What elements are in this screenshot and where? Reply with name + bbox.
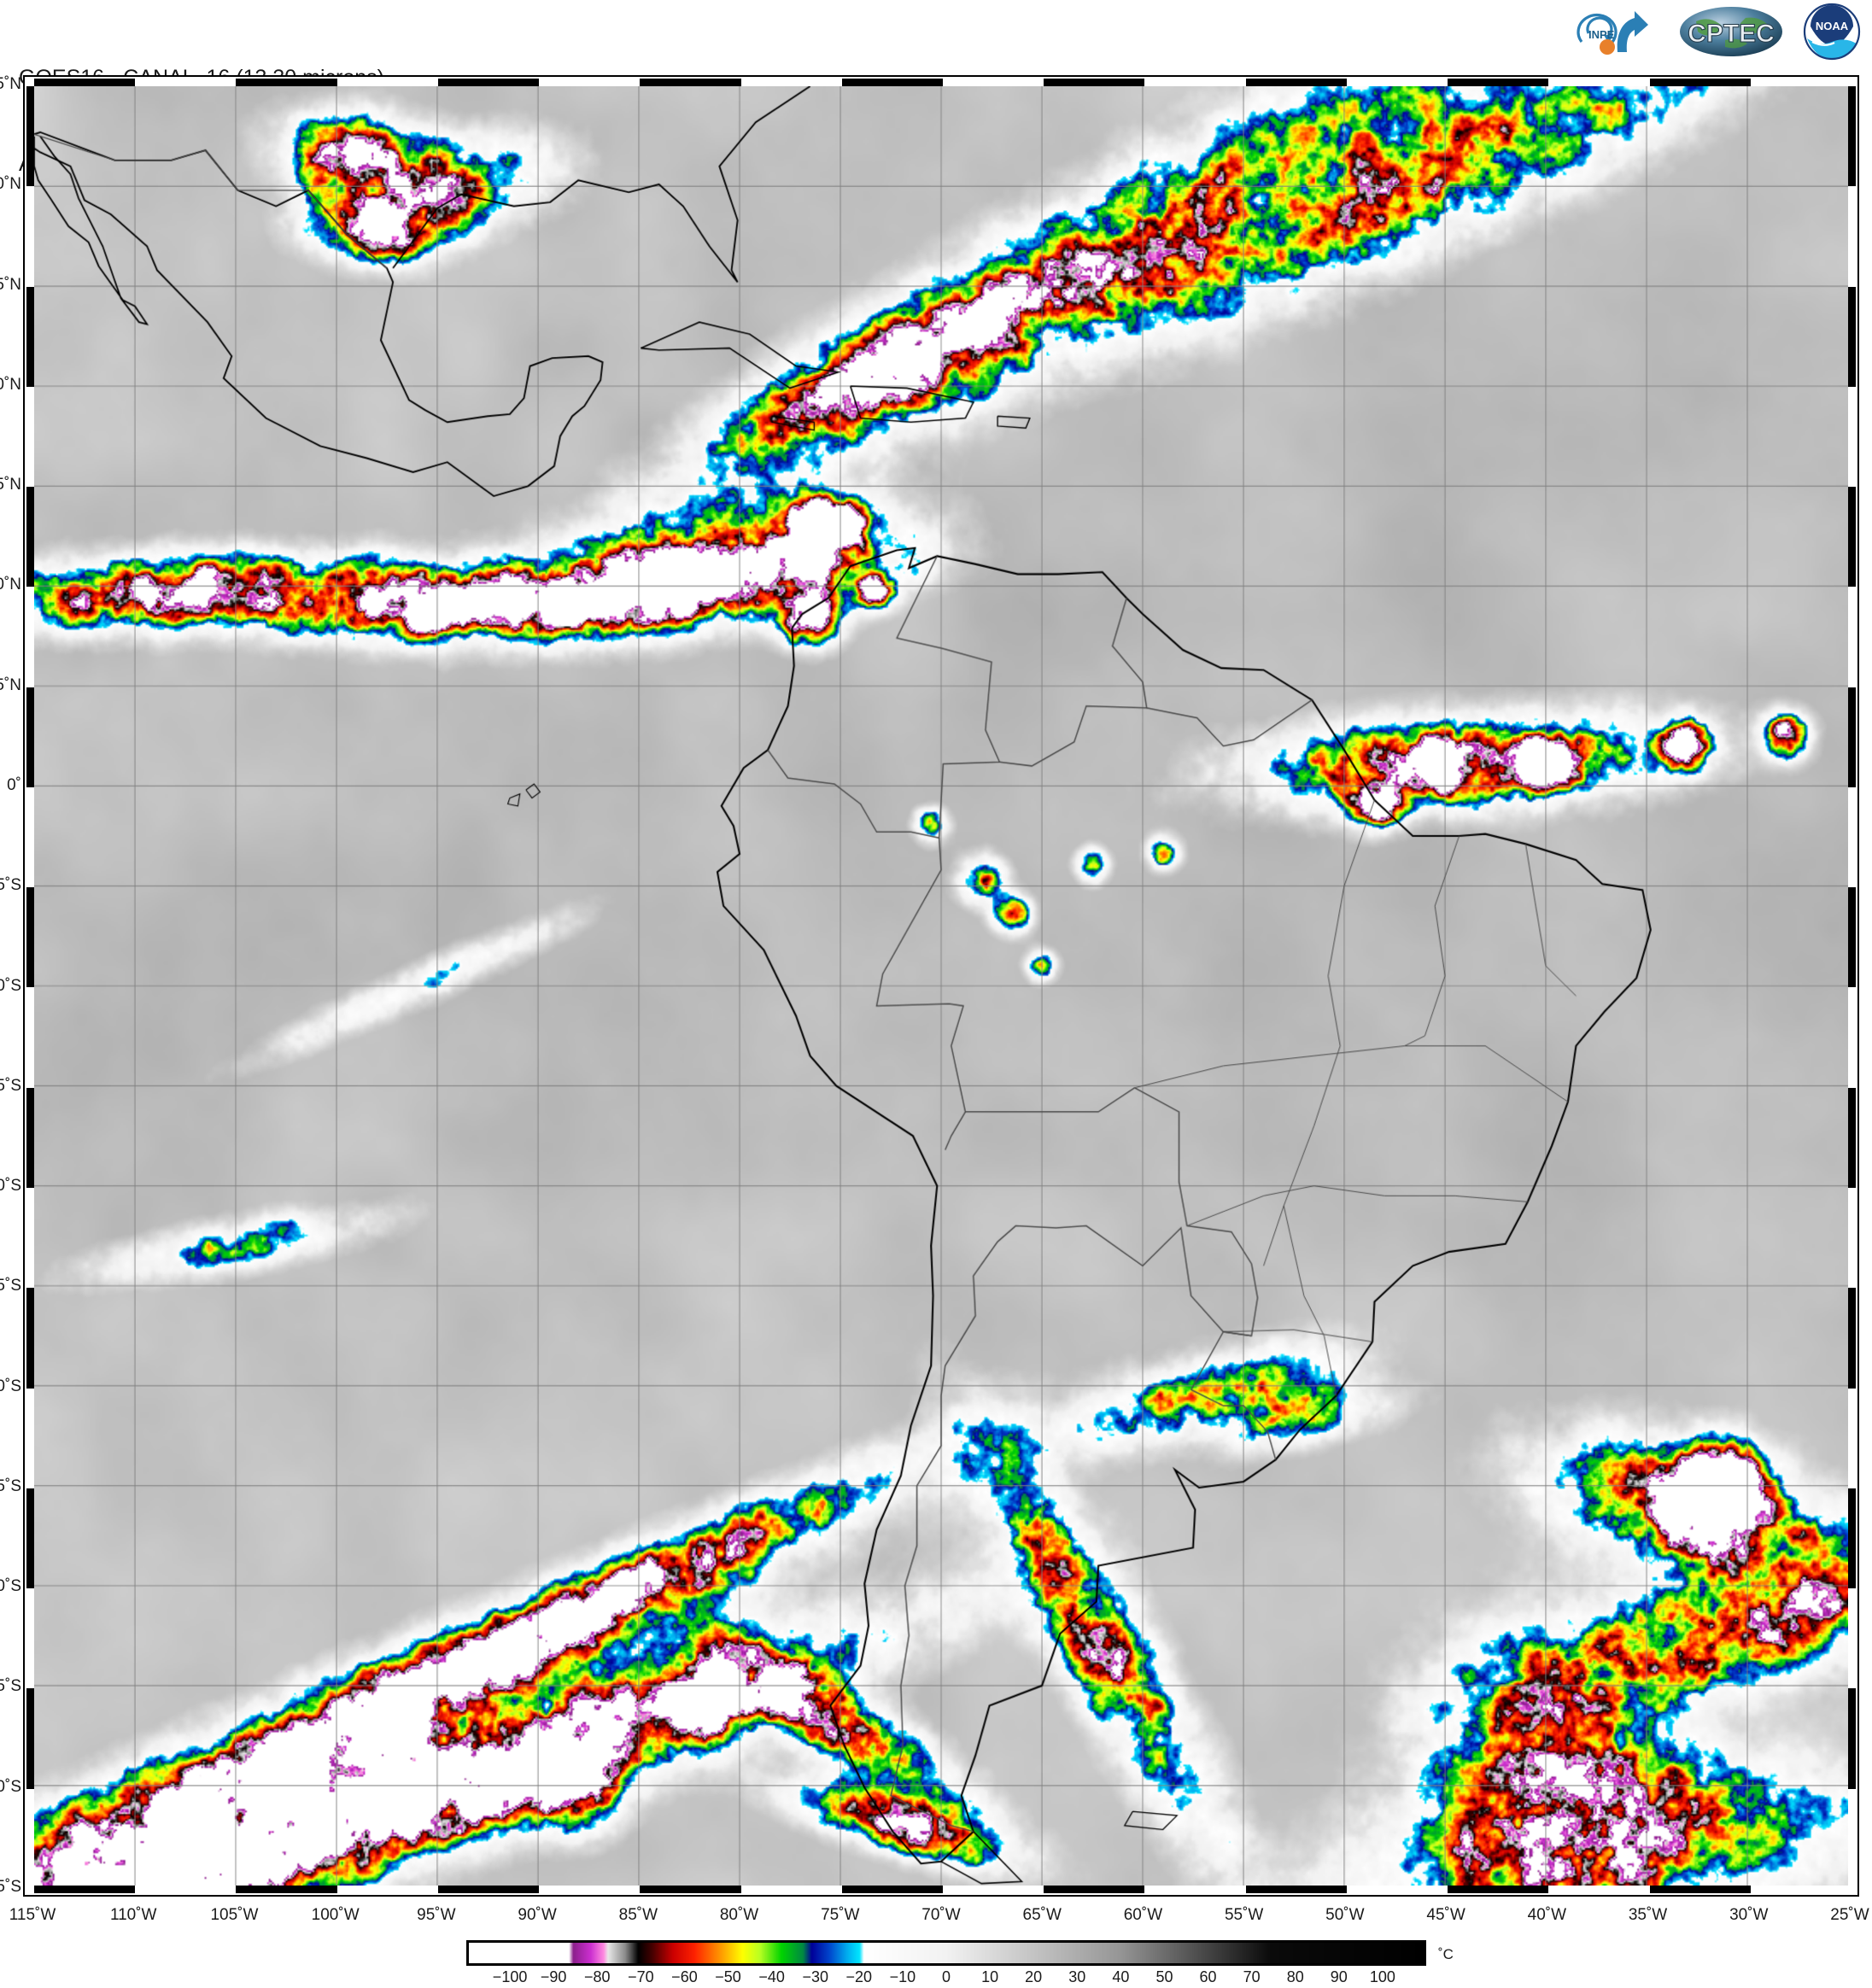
longitude-tick-label: 55˚W <box>1224 1906 1264 1924</box>
colorbar-tick-label: −70 <box>628 1968 654 1985</box>
agency-logo-bar: INPE CPTEC <box>1563 2 1865 61</box>
longitude-tick-label: 105˚W <box>210 1906 259 1924</box>
longitude-tick-label: 80˚W <box>719 1906 759 1924</box>
longitude-tick-label: 115˚W <box>9 1906 56 1924</box>
colorbar-tick-label: −80 <box>583 1968 611 1985</box>
temperature-colorbar: ˚C −100 −90 −80 −70 −60 −50 −40 −30 −20 −10 0 10 20 3… <box>0 1940 1872 1988</box>
map-gridlines-and-coastlines <box>34 86 1848 1886</box>
inpe-logo: INPE <box>1563 3 1664 61</box>
latitude-tick-label: 20˚N <box>0 375 21 394</box>
frame-ticks-right <box>1848 86 1856 1886</box>
latitude-tick-label: 25˚S <box>0 1277 21 1295</box>
longitude-tick-label: 50˚W <box>1325 1906 1365 1924</box>
colorbar-tick-label: 100 <box>1369 1968 1395 1985</box>
longitude-axis: 115˚W 110˚W 105˚W 100˚W 95˚W 90˚W 85˚W 80˚W 75˚W… <box>0 1906 1872 1932</box>
cptec-logo-graphic: CPTEC <box>1680 7 1782 56</box>
latitude-tick-label: 25˚N <box>0 275 21 294</box>
colorbar-tick-label: −30 <box>802 1968 828 1985</box>
colorbar-tick-label: −60 <box>671 1968 698 1985</box>
latitude-tick-label: 15˚N <box>0 476 21 494</box>
longitude-tick-label: 35˚W <box>1628 1906 1668 1924</box>
longitude-tick-label: 110˚W <box>109 1906 157 1924</box>
colorbar-tick-label: 80 <box>1286 1968 1304 1985</box>
latitude-tick-label: 10˚N <box>0 576 21 594</box>
satellite-plot-area <box>34 86 1848 1886</box>
map-frame <box>23 75 1859 1897</box>
colorbar-tick-label: −100 <box>492 1968 528 1985</box>
colorbar-tick-label: 50 <box>1155 1968 1173 1985</box>
longitude-tick-label: 30˚W <box>1729 1906 1769 1924</box>
longitude-tick-label: 25˚W <box>1830 1906 1869 1924</box>
latitude-tick-label: 0˚ <box>7 775 21 794</box>
frame-ticks-left <box>26 86 34 1886</box>
frame-ticks-bottom <box>34 1886 1848 1893</box>
svg-text:INPE: INPE <box>1588 28 1615 41</box>
latitude-tick-label: 35˚S <box>0 1476 21 1495</box>
longitude-tick-label: 45˚W <box>1426 1906 1465 1924</box>
latitude-axis: 35˚N 30˚N 25˚N 20˚N 15˚N 10˚N 5˚N 0˚ 5˚S 10˚S 15˚S… <box>0 75 21 1897</box>
longitude-tick-label: 75˚W <box>821 1906 860 1924</box>
latitude-tick-label: 45˚S <box>0 1677 21 1696</box>
latitude-tick-label: 50˚S <box>0 1777 21 1796</box>
latitude-tick-label: 55˚S <box>0 1878 21 1896</box>
satellite-map[interactable] <box>23 75 1859 1897</box>
svg-text:CPTEC: CPTEC <box>1688 20 1775 48</box>
colorbar-unit-label: ˚C <box>1438 1946 1454 1962</box>
colorbar-tick-label: 70 <box>1243 1968 1261 1985</box>
longitude-tick-label: 65˚W <box>1022 1906 1062 1924</box>
noaa-logo: NOAA <box>1799 3 1865 61</box>
latitude-tick-label: 20˚S <box>0 1177 21 1196</box>
colorbar-tick-label: 30 <box>1068 1968 1086 1985</box>
inpe-logo-graphic: INPE <box>1577 11 1648 55</box>
longitude-tick-label: 60˚W <box>1123 1906 1163 1924</box>
longitude-tick-label: 70˚W <box>921 1906 961 1924</box>
latitude-tick-label: 5˚S <box>0 876 21 895</box>
latitude-tick-label: 35˚N <box>0 75 21 93</box>
noaa-logo-graphic: NOAA <box>1803 3 1861 61</box>
colorbar-tick-label: 60 <box>1199 1968 1217 1985</box>
colorbar-tick-label: −20 <box>845 1968 873 1985</box>
longitude-tick-label: 90˚W <box>518 1906 557 1924</box>
latitude-tick-label: 15˚S <box>0 1076 21 1095</box>
cptec-logo: CPTEC <box>1676 3 1787 61</box>
frame-ticks-top <box>34 79 1848 86</box>
latitude-tick-label: 30˚N <box>0 175 21 194</box>
longitude-tick-label: 95˚W <box>417 1906 456 1924</box>
latitude-tick-label: 5˚N <box>0 675 21 694</box>
colorbar-gradient <box>466 1940 1426 1966</box>
colorbar-tick-label: −50 <box>715 1968 741 1985</box>
colorbar-tick-label: 90 <box>1330 1968 1348 1985</box>
colorbar-tick-label: 10 <box>981 1968 999 1985</box>
colorbar-tick-label: −10 <box>889 1968 916 1985</box>
latitude-tick-label: 30˚S <box>0 1377 21 1395</box>
latitude-tick-label: 10˚S <box>0 976 21 995</box>
colorbar-tick-label: 0 <box>941 1968 951 1985</box>
longitude-tick-label: 100˚W <box>311 1906 360 1924</box>
longitude-tick-label: 40˚W <box>1527 1906 1567 1924</box>
svg-text:NOAA: NOAA <box>1816 20 1849 32</box>
longitude-tick-label: 85˚W <box>618 1906 658 1924</box>
colorbar-tick-label: −90 <box>540 1968 567 1985</box>
colorbar-tick-label: 40 <box>1112 1968 1130 1985</box>
colorbar-tick-label: −40 <box>758 1968 785 1985</box>
colorbar-canvas <box>469 1943 1424 1963</box>
latitude-tick-label: 40˚S <box>0 1577 21 1596</box>
colorbar-tick-label: 20 <box>1025 1968 1043 1985</box>
